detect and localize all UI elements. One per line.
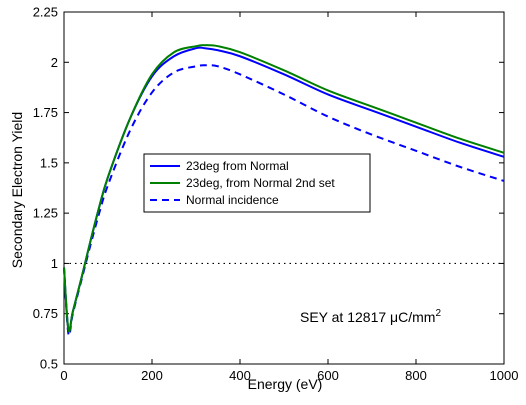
y-tick-label: 2.25: [33, 5, 58, 20]
legend-label: 23deg, from Normal 2nd set: [186, 176, 335, 190]
x-tick-label: 800: [405, 368, 427, 383]
y-tick-label: 1.75: [33, 105, 58, 120]
y-tick-label: 1: [51, 256, 58, 271]
y-axis-label: Secondary Electron Yield: [9, 112, 25, 268]
legend-label: Normal incidence: [186, 193, 279, 207]
x-tick-label: 0: [60, 368, 67, 383]
legend-label: 23deg from Normal: [186, 159, 289, 173]
y-tick-label: 2: [51, 55, 58, 70]
x-tick-label: 600: [317, 368, 339, 383]
x-tick-label: 200: [141, 368, 163, 383]
y-tick-label: 1.25: [33, 206, 58, 221]
plot-frame: [63, 11, 505, 365]
legend-box: [143, 153, 371, 213]
series-lines: [63, 44, 505, 337]
legend: 23deg from Normal 23deg, from Normal 2nd …: [143, 153, 371, 213]
series-line-2: [63, 44, 505, 333]
axes: 0 200 400 600 800 1000 0.5 0.75 1 1.25 1.5 1.75 2 2.2…: [33, 5, 519, 384]
x-tick-label: 400: [229, 368, 251, 383]
y-tick-label: 0.5: [40, 357, 58, 372]
y-tick-label: 1.5: [40, 155, 58, 170]
y-tick-label: 0.75: [33, 306, 58, 321]
annotation-text: SEY at 12817 μC/mm2: [300, 308, 441, 325]
x-tick-label: 1000: [490, 368, 519, 383]
x-axis-label: Energy (eV): [248, 376, 323, 392]
